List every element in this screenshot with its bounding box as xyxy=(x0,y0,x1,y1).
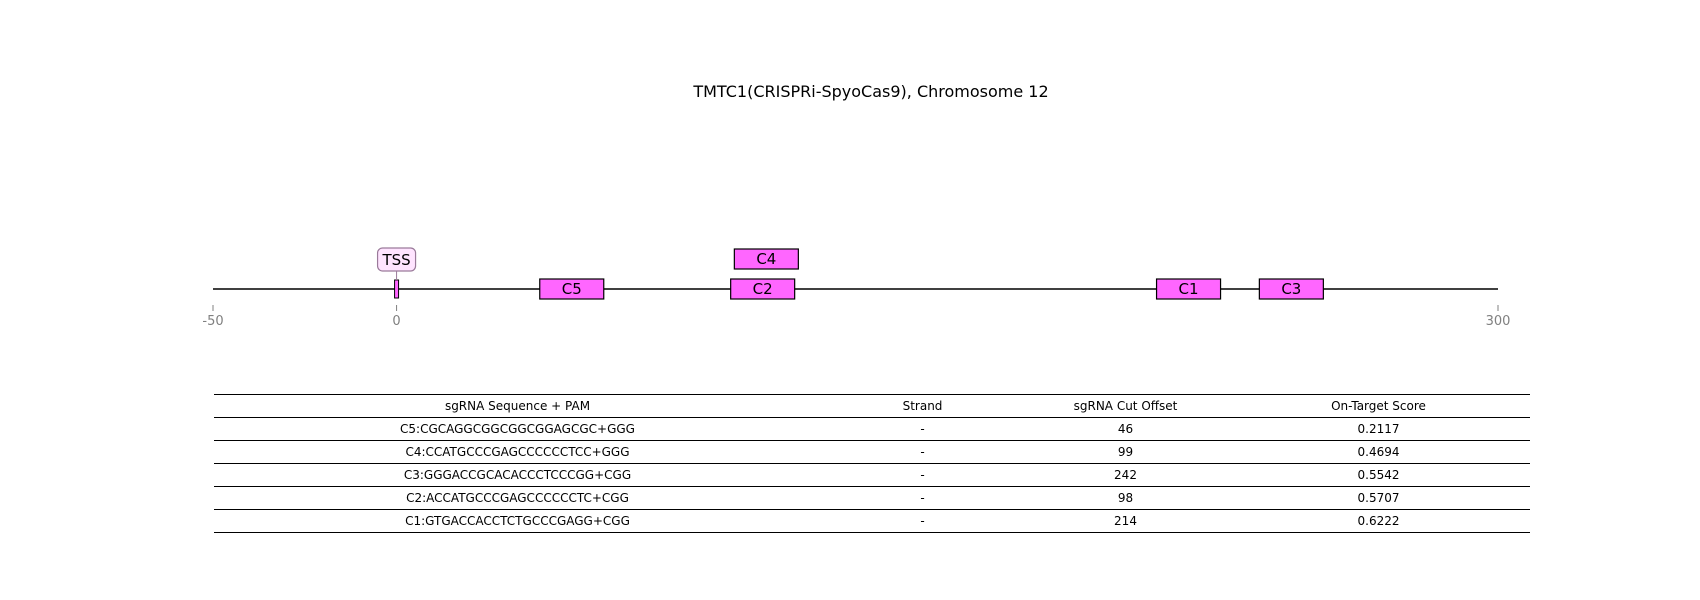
column-header-strand: Strand xyxy=(821,394,1024,418)
sgrna-table: sgRNA Sequence + PAM Strand sgRNA Cut Of… xyxy=(214,394,1530,533)
guide-label-c3: C3 xyxy=(1281,280,1301,298)
guide-box-c3 xyxy=(1258,278,1324,300)
column-header-sequence: sgRNA Sequence + PAM xyxy=(214,394,821,418)
table-cell: 0.5542 xyxy=(1227,463,1530,487)
chart-title: TMTC1(CRISPRi-SpyoCas9), Chromosome 12 xyxy=(693,82,1049,101)
guide-label-c4: C4 xyxy=(756,250,776,268)
table-cell: 99 xyxy=(1024,440,1227,464)
table-row: C3:GGGACCGCACACCCTCCCGG+CGG - 242 0.5542 xyxy=(214,463,1530,487)
guide-box-c5 xyxy=(539,278,605,300)
tick-label: 0 xyxy=(392,314,400,329)
gene-track: -50 0 300 TSS C5 C4 C2 C1 C3 xyxy=(202,247,1511,329)
tss-label: TSS xyxy=(381,251,410,269)
table-cell: 242 xyxy=(1024,463,1227,487)
column-header-score: On-Target Score xyxy=(1227,394,1530,418)
table-cell: 0.6222 xyxy=(1227,509,1530,533)
table-header-row: sgRNA Sequence + PAM Strand sgRNA Cut Of… xyxy=(214,394,1530,418)
guide-label-c2: C2 xyxy=(753,280,773,298)
table-cell: - xyxy=(821,509,1024,533)
table-cell: C1:GTGACCACCTCTGCCCGAGG+CGG xyxy=(214,509,821,533)
table-row: C4:CCATGCCCGAGCCCCCCTCC+GGG - 99 0.4694 xyxy=(214,440,1530,464)
table-cell: 214 xyxy=(1024,509,1227,533)
table-row: C5:CGCAGGCGGCGGCGGAGCGC+GGG - 46 0.2117 xyxy=(214,417,1530,441)
guide-label-c1: C1 xyxy=(1179,280,1199,298)
guide-box-c2 xyxy=(730,278,796,300)
guide-label-c5: C5 xyxy=(562,280,582,298)
table-cell: C4:CCATGCCCGAGCCCCCCTCC+GGG xyxy=(214,440,821,464)
tick-label: -50 xyxy=(202,314,223,329)
table-row: C2:ACCATGCCCGAGCCCCCCTC+CGG - 98 0.5707 xyxy=(214,486,1530,510)
table-cell: - xyxy=(821,463,1024,487)
table-cell: 0.4694 xyxy=(1227,440,1530,464)
table-cell: - xyxy=(821,417,1024,441)
tss-marker xyxy=(394,279,400,299)
guide-box-c4 xyxy=(733,248,799,270)
table-cell: 46 xyxy=(1024,417,1227,441)
table-row: C1:GTGACCACCTCTGCCCGAGG+CGG - 214 0.6222 xyxy=(214,509,1530,533)
tss-label-box xyxy=(376,247,417,272)
table-cell: 0.2117 xyxy=(1227,417,1530,441)
column-header-cut-offset: sgRNA Cut Offset xyxy=(1024,394,1227,418)
table-cell: 98 xyxy=(1024,486,1227,510)
table-cell: C2:ACCATGCCCGAGCCCCCCTC+CGG xyxy=(214,486,821,510)
table-cell: - xyxy=(821,486,1024,510)
guide-box-c1 xyxy=(1155,278,1222,300)
tick-label: 300 xyxy=(1486,314,1511,329)
table-cell: - xyxy=(821,440,1024,464)
table-cell: C3:GGGACCGCACACCCTCCCGG+CGG xyxy=(214,463,821,487)
table-cell: 0.5707 xyxy=(1227,486,1530,510)
table-cell: C5:CGCAGGCGGCGGCGGAGCGC+GGG xyxy=(214,417,821,441)
